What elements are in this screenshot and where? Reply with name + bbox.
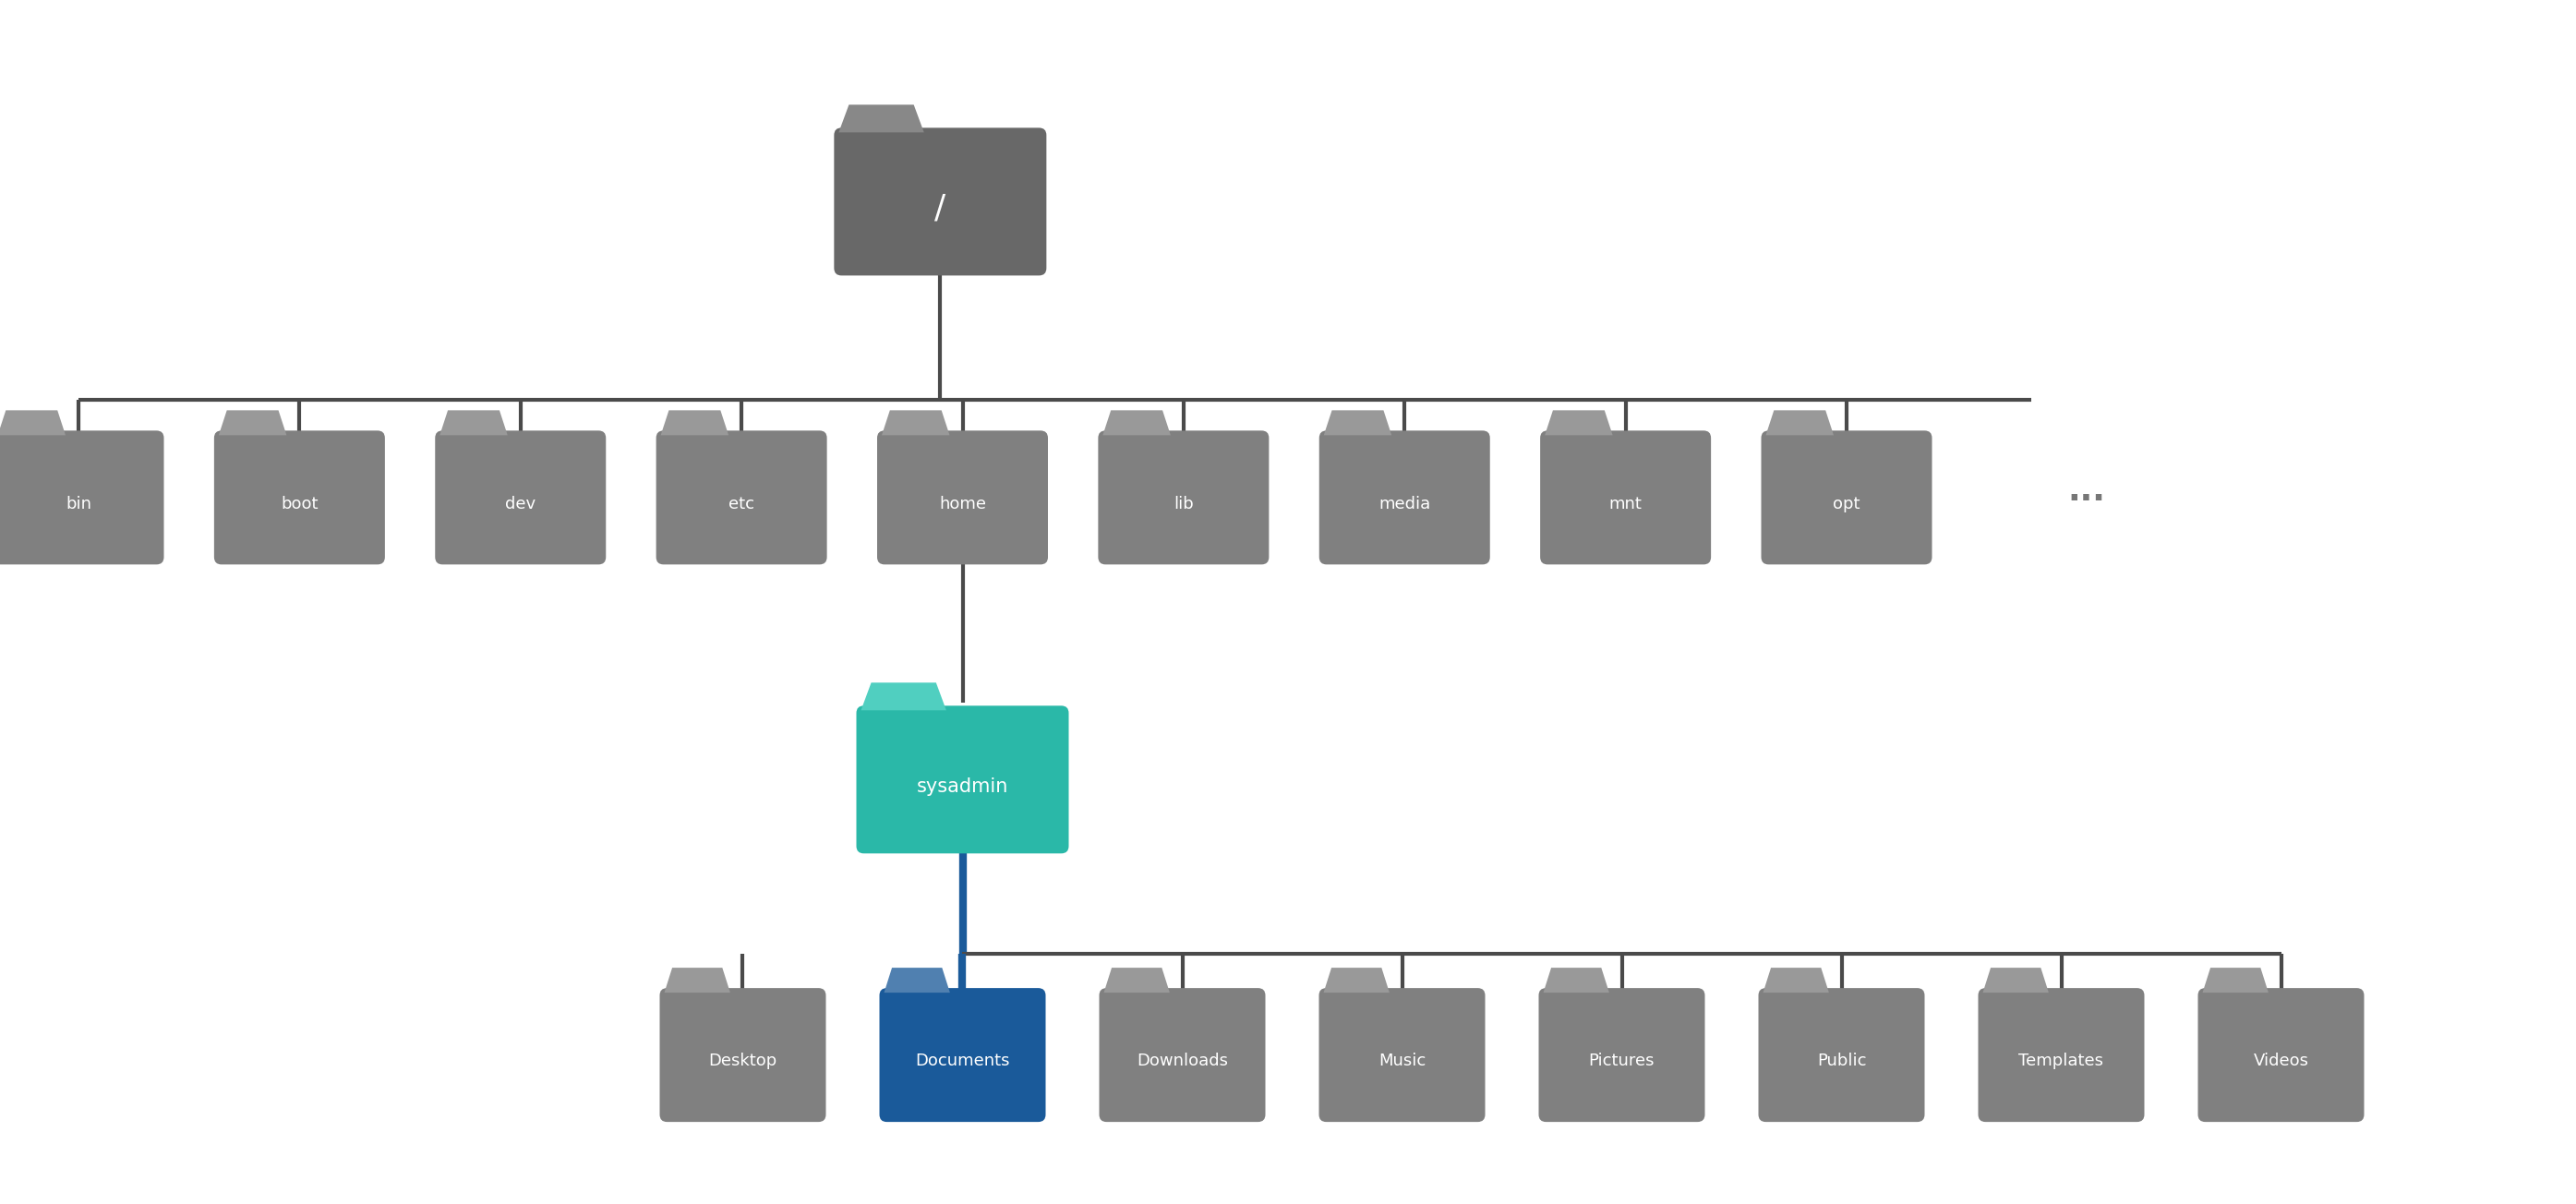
Text: mnt: mnt	[1610, 496, 1641, 512]
Polygon shape	[219, 411, 286, 435]
Polygon shape	[1103, 968, 1170, 992]
FancyBboxPatch shape	[878, 431, 1048, 565]
Text: Videos: Videos	[2254, 1054, 2308, 1069]
Text: Downloads: Downloads	[1136, 1054, 1229, 1069]
Text: home: home	[940, 496, 987, 512]
FancyBboxPatch shape	[1538, 988, 1705, 1122]
Text: sysadmin: sysadmin	[917, 778, 1007, 796]
Polygon shape	[665, 968, 729, 992]
Polygon shape	[1765, 411, 1834, 435]
Polygon shape	[1324, 411, 1391, 435]
FancyBboxPatch shape	[435, 431, 605, 565]
Text: media: media	[1378, 496, 1430, 512]
Text: lib: lib	[1175, 496, 1193, 512]
FancyBboxPatch shape	[1540, 431, 1710, 565]
Polygon shape	[881, 411, 951, 435]
FancyBboxPatch shape	[657, 431, 827, 565]
FancyBboxPatch shape	[1319, 988, 1486, 1122]
Polygon shape	[1984, 968, 2048, 992]
Text: Public: Public	[1816, 1054, 1865, 1069]
Text: etc: etc	[729, 496, 755, 512]
Polygon shape	[1762, 968, 1829, 992]
Polygon shape	[1543, 968, 1610, 992]
Text: /: /	[935, 193, 945, 224]
Text: opt: opt	[1834, 496, 1860, 512]
Polygon shape	[440, 411, 507, 435]
Text: dev: dev	[505, 496, 536, 512]
Text: Templates: Templates	[2020, 1054, 2105, 1069]
FancyBboxPatch shape	[0, 431, 165, 565]
FancyBboxPatch shape	[1097, 431, 1270, 565]
Text: Music: Music	[1378, 1054, 1425, 1069]
Polygon shape	[884, 968, 951, 992]
FancyBboxPatch shape	[1759, 988, 1924, 1122]
Text: ...: ...	[2069, 476, 2105, 507]
FancyBboxPatch shape	[1978, 988, 2143, 1122]
Polygon shape	[1546, 411, 1613, 435]
Polygon shape	[0, 411, 64, 435]
FancyBboxPatch shape	[1100, 988, 1265, 1122]
Polygon shape	[659, 411, 729, 435]
FancyBboxPatch shape	[835, 128, 1046, 276]
Polygon shape	[1103, 411, 1170, 435]
Polygon shape	[860, 683, 945, 710]
Text: Desktop: Desktop	[708, 1054, 778, 1069]
FancyBboxPatch shape	[878, 988, 1046, 1122]
Text: Pictures: Pictures	[1589, 1054, 1654, 1069]
Polygon shape	[1324, 968, 1388, 992]
Polygon shape	[2202, 968, 2269, 992]
Polygon shape	[840, 105, 925, 132]
Text: boot: boot	[281, 496, 319, 512]
FancyBboxPatch shape	[1319, 431, 1489, 565]
FancyBboxPatch shape	[659, 988, 827, 1122]
FancyBboxPatch shape	[1762, 431, 1932, 565]
FancyBboxPatch shape	[214, 431, 384, 565]
Text: Documents: Documents	[914, 1054, 1010, 1069]
FancyBboxPatch shape	[855, 706, 1069, 854]
Text: bin: bin	[64, 496, 90, 512]
FancyBboxPatch shape	[2197, 988, 2365, 1122]
